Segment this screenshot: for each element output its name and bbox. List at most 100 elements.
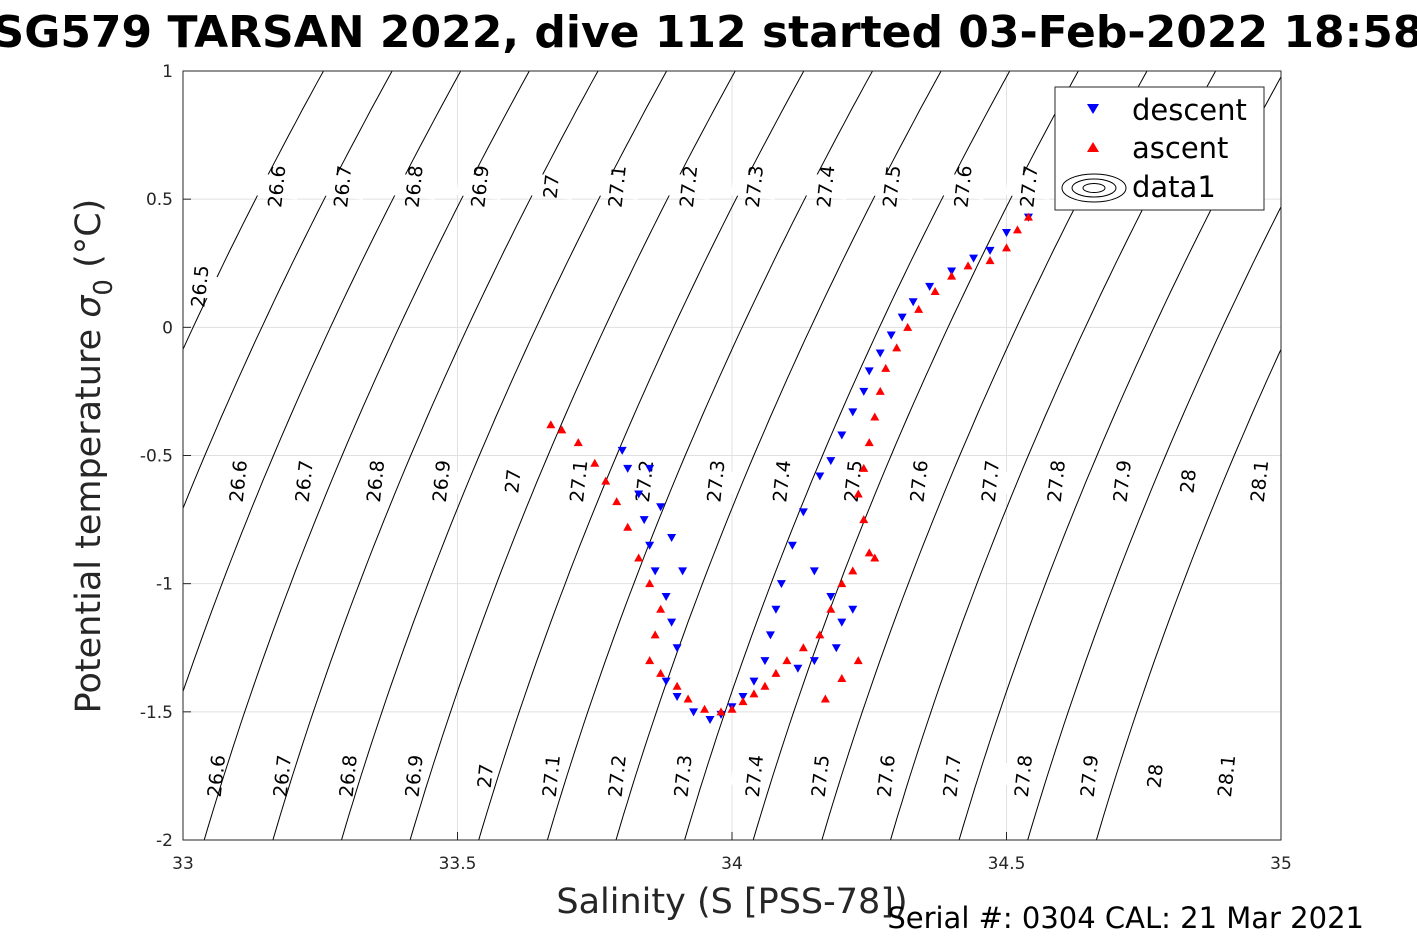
ascent-marker [848, 566, 858, 575]
contour-label: 28.1 [1247, 459, 1273, 503]
contour-label: 27.8 [1011, 754, 1037, 798]
contour-label: 27.2 [676, 164, 702, 208]
contour-label-bg [967, 467, 1014, 495]
contour-label-bg [258, 762, 305, 790]
ascent-marker [837, 579, 847, 588]
contour-label: 26.6 [226, 459, 252, 503]
ascent-marker [859, 463, 869, 472]
descent-marker [661, 592, 671, 601]
contour-label: 26.5 [187, 264, 213, 308]
ascent-marker [853, 656, 863, 665]
contour-label-bg [895, 467, 942, 495]
y-tick-label: -1.5 [140, 703, 173, 723]
chart-title: SG579 TARSAN 2022, dive 112 started 03-F… [0, 7, 1417, 58]
contour-label-bg [862, 762, 909, 790]
descent-marker [897, 313, 907, 322]
contour-label-bg [1203, 762, 1250, 790]
contour-label-bg [280, 467, 327, 495]
ascent-marker [771, 668, 781, 677]
ascent-marker [749, 689, 759, 698]
y-axis: -2 -1.5 -1 -0.5 0 0.5 1 [140, 62, 191, 851]
ascent-marker [947, 271, 957, 280]
contour-label-bg [939, 173, 986, 200]
descent-marker [826, 457, 836, 466]
contour-label: 27 [474, 763, 498, 789]
ascent-marker [716, 707, 726, 716]
y-axis-label: Potential temperature σ0 (°C) [69, 199, 119, 714]
descent-marker [1002, 228, 1011, 237]
contour-label: 27.3 [670, 754, 696, 798]
contour-label-bg [527, 173, 574, 200]
x-tick-label: 33.5 [439, 854, 477, 874]
contour-label: 26.7 [270, 754, 296, 798]
descent-marker [650, 567, 660, 576]
contour-label: 27.2 [605, 754, 631, 798]
contour-label: 27.4 [742, 754, 768, 798]
ascent-marker [892, 343, 902, 352]
contour-label: 27.9 [1077, 754, 1103, 798]
contour-label-bg [390, 762, 437, 790]
descent-marker [859, 387, 869, 396]
ascent-marker [963, 261, 973, 270]
descent-marker [760, 657, 770, 666]
descent-marker [738, 692, 748, 701]
ascent-marker [650, 630, 660, 639]
contour-label: 28.1 [1214, 754, 1240, 798]
descent-marker [617, 446, 627, 455]
contour-label: 27.7 [978, 459, 1004, 503]
descent-marker [645, 541, 655, 550]
descent-marker [875, 349, 885, 358]
ascent-marker [645, 579, 655, 588]
contour-label: 27.2 [632, 459, 658, 503]
descent-marker [947, 267, 957, 276]
contour-label-bg [659, 762, 706, 790]
contour-label: 26.9 [401, 754, 427, 798]
ascent-marker [546, 420, 556, 429]
ascent-marker [727, 704, 737, 713]
ascent-marker [870, 412, 880, 421]
contour-label-bg [796, 762, 843, 790]
ascent-marker [837, 674, 847, 683]
contour-label-bg [1164, 467, 1211, 495]
x-tick-label: 33 [172, 854, 194, 874]
descent-marker [705, 716, 715, 725]
contour-line [1095, 348, 1281, 840]
contour-label: 27.3 [742, 164, 768, 208]
contour-label-bg [1236, 467, 1281, 495]
x-tick-label: 35 [1270, 854, 1292, 874]
descent-marker [809, 567, 819, 576]
ascent-marker [634, 553, 644, 562]
legend-ascent-marker [1087, 142, 1099, 152]
contour-label-bg [829, 467, 876, 495]
ascent-marker [760, 681, 770, 690]
ascent-marker [623, 522, 633, 531]
contour-label-bg [758, 467, 805, 495]
contour-label-bg [1005, 173, 1052, 200]
descent-marker [678, 567, 688, 576]
y-tick-label: -2 [156, 831, 173, 851]
ascent-marker [930, 286, 940, 295]
contour-label: 26.6 [264, 164, 290, 208]
ascent-marker [601, 476, 611, 485]
ascent-marker [914, 304, 924, 313]
descent-marker [886, 331, 896, 340]
contour-line [1027, 205, 1281, 840]
descent-marker [787, 541, 797, 550]
descent-marker [837, 431, 847, 440]
contour-label-bg [593, 762, 640, 790]
x-tick-label: 34 [721, 854, 743, 874]
descent-marker [848, 605, 858, 614]
ascent-marker [738, 697, 748, 706]
contour-label: 27.5 [808, 754, 834, 798]
contour-label-bg [555, 467, 602, 495]
descent-marker [908, 298, 918, 307]
descent-marker [809, 657, 819, 666]
contour-label: 26.9 [467, 164, 493, 208]
descent-marker [864, 367, 874, 376]
descent-marker [815, 472, 825, 481]
contour-label-bg [802, 173, 849, 200]
contour-label: 27.4 [813, 164, 839, 208]
ascent-marker [645, 656, 655, 665]
contour-label: 27.1 [605, 164, 631, 208]
ascent-marker [683, 694, 693, 703]
